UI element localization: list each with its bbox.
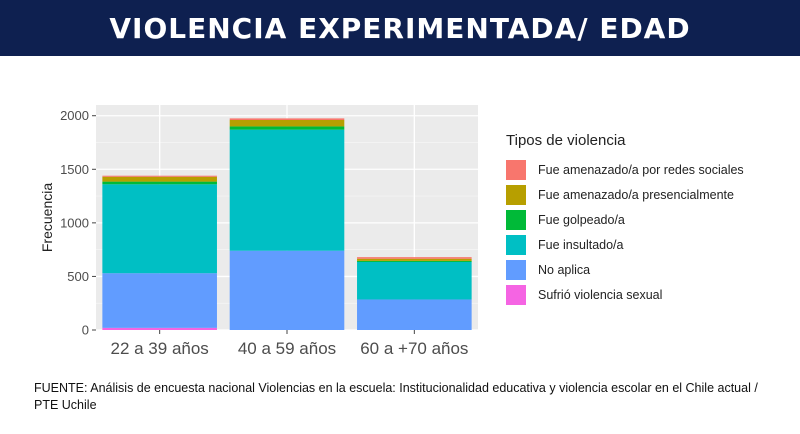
y-tick-label: 1000 bbox=[60, 215, 89, 230]
x-tick-label: 40 a 59 años bbox=[238, 339, 336, 358]
bar-segment-no-aplica bbox=[357, 299, 472, 330]
page-title: VIOLENCIA EXPERIMENTADA/ EDAD bbox=[109, 11, 691, 45]
legend-item: Sufrió violencia sexual bbox=[506, 282, 744, 307]
legend-item: Fue insultado/a bbox=[506, 232, 744, 257]
legend-label: Fue golpeado/a bbox=[538, 212, 625, 227]
bar-segment-fue-insultado-a bbox=[229, 129, 345, 251]
legend-label: Fue insultado/a bbox=[538, 237, 624, 252]
legend-swatch bbox=[506, 284, 526, 305]
legend-swatch bbox=[506, 159, 526, 180]
legend-title: Tipos de violencia bbox=[506, 132, 626, 149]
bar-segment-fue-insultado-a bbox=[357, 261, 472, 300]
legend-label: Fue amenazado/a presencialmente bbox=[538, 187, 734, 202]
stacked-bar-chart: 0 500 1000 1500 2000 22 a 39 años 40 a 59 años… bbox=[39, 105, 478, 358]
bar-segment-fue-amenazado-a-por-redes-sociales bbox=[102, 175, 217, 177]
legend-label: No aplica bbox=[538, 262, 591, 277]
bar-segment-fue-amenazado-a-presencialmente bbox=[229, 120, 345, 127]
chart-legend: Tipos de violencia Fue amenazado/a por r… bbox=[506, 132, 744, 307]
legend-swatch bbox=[506, 259, 526, 280]
legend-item: Fue amenazado/a por redes sociales bbox=[506, 157, 744, 182]
source-note: FUENTE: Análisis de encuesta nacional Vi… bbox=[34, 381, 758, 412]
y-tick-label: 1500 bbox=[60, 162, 89, 177]
bar-segment-sufri-violencia-sexual bbox=[102, 327, 217, 330]
legend-label: Sufrió violencia sexual bbox=[538, 287, 663, 302]
y-axis-label: Frecuencia bbox=[39, 183, 55, 252]
bar-segment-fue-amenazado-a-por-redes-sociales bbox=[229, 118, 345, 120]
y-tick-label: 0 bbox=[82, 323, 89, 338]
x-tick-label: 22 a 39 años bbox=[111, 339, 209, 358]
bar-segment-fue-golpeado-a bbox=[229, 126, 345, 130]
legend-items: Fue amenazado/a por redes sociales Fue am… bbox=[506, 157, 744, 307]
bar-segment-fue-amenazado-a-presencialmente bbox=[102, 176, 217, 182]
legend-item: Fue amenazado/a presencialmente bbox=[506, 182, 744, 207]
legend-item: Fue golpeado/a bbox=[506, 207, 744, 232]
bar-segment-fue-insultado-a bbox=[102, 184, 217, 274]
legend-label: Fue amenazado/a por redes sociales bbox=[538, 162, 744, 177]
y-tick-label: 500 bbox=[67, 269, 89, 284]
bar-segment-fue-golpeado-a bbox=[357, 260, 472, 262]
legend-item: No aplica bbox=[506, 257, 744, 282]
header-banner: VIOLENCIA EXPERIMENTADA/ EDAD bbox=[0, 0, 800, 56]
bar-segment-fue-golpeado-a bbox=[102, 181, 217, 185]
y-tick-label: 2000 bbox=[60, 108, 89, 123]
bar-segment-fue-amenazado-a-presencialmente bbox=[357, 258, 472, 261]
bar-segment-no-aplica bbox=[102, 273, 217, 328]
bar-segment-no-aplica bbox=[229, 250, 345, 330]
legend-swatch bbox=[506, 209, 526, 230]
bar-segment-fue-amenazado-a-por-redes-sociales bbox=[357, 257, 472, 259]
x-tick-label: 60 a +70 años bbox=[360, 339, 468, 358]
legend-swatch bbox=[506, 184, 526, 205]
legend-swatch bbox=[506, 234, 526, 255]
